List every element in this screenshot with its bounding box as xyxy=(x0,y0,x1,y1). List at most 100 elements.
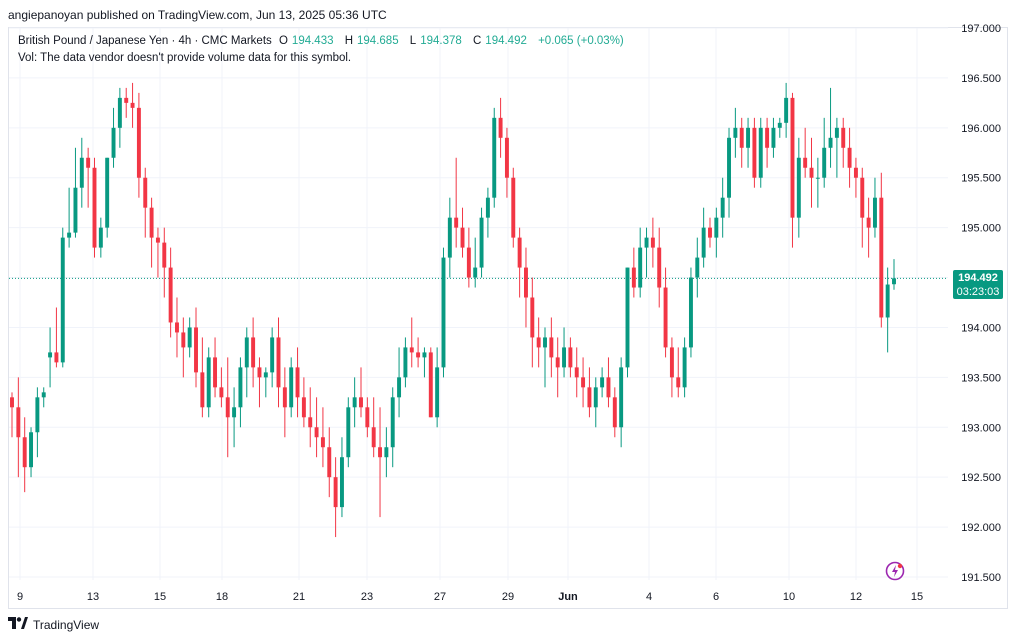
candle-body xyxy=(834,127,839,138)
candle-body xyxy=(73,187,78,233)
candle-body xyxy=(549,337,554,358)
candle xyxy=(568,337,573,378)
candle-body xyxy=(10,397,14,408)
candle-body xyxy=(333,477,338,508)
candle-body xyxy=(720,197,725,218)
open-label: O xyxy=(278,35,288,47)
candle-body xyxy=(765,127,770,148)
y-tick-label: 193.000 xyxy=(961,422,1001,434)
price-axis: 191.500 192.000 192.500 193.000 193.500 194.0… xyxy=(961,23,1001,584)
footer-brand[interactable]: TradingView xyxy=(33,617,100,632)
candle-body xyxy=(466,247,471,278)
x-tick-label: 10 xyxy=(783,591,795,603)
candle-body xyxy=(67,232,72,238)
candle-body xyxy=(631,267,636,288)
candle-body xyxy=(441,257,446,368)
candle xyxy=(333,457,338,538)
candle-body xyxy=(619,367,624,428)
candle-body xyxy=(149,207,154,238)
candle-body xyxy=(796,157,801,218)
candle xyxy=(593,377,598,428)
candle-body xyxy=(727,137,731,198)
candle-body xyxy=(657,247,662,288)
candle xyxy=(384,427,389,478)
candle xyxy=(92,157,97,258)
candle xyxy=(403,337,408,388)
candle-body xyxy=(384,447,389,458)
candle xyxy=(739,117,744,168)
time-axis: 9 13 15 18 21 23 27 29 Jun 4 6 10 12 15 xyxy=(17,591,923,603)
candle-body xyxy=(263,372,268,378)
candle-body xyxy=(35,397,40,433)
symbol-name[interactable]: British Pound / Japanese Yen · 4h · CMC … xyxy=(18,35,272,47)
x-tick-label: 4 xyxy=(646,591,652,603)
close-value: 194.492 xyxy=(485,35,527,47)
candle xyxy=(365,397,370,438)
candle-body xyxy=(454,217,459,228)
candle-body xyxy=(555,357,560,368)
bar-countdown: 03:23:03 xyxy=(956,286,1000,298)
candle xyxy=(105,157,110,238)
candle xyxy=(631,247,636,298)
candle-body xyxy=(784,97,789,123)
candle xyxy=(339,437,344,518)
candle-body xyxy=(22,437,27,468)
candle-body xyxy=(872,197,877,228)
candle-body xyxy=(809,167,814,178)
candle-body xyxy=(695,257,700,278)
candle xyxy=(853,157,858,198)
legend: British Pound / Japanese Yen · 4h · CMC … xyxy=(18,33,628,67)
candle xyxy=(714,207,719,258)
candle xyxy=(352,377,357,428)
y-tick-label: 196.500 xyxy=(961,73,1001,85)
candle-body xyxy=(403,347,408,378)
candle-body xyxy=(327,447,332,478)
candle xyxy=(828,87,833,168)
candle xyxy=(130,82,135,128)
candle xyxy=(504,127,509,198)
candle xyxy=(409,317,414,368)
candle-body xyxy=(669,347,674,378)
candle-body xyxy=(124,97,129,103)
candle-body xyxy=(339,457,344,508)
candle-body xyxy=(777,122,782,128)
candle-body xyxy=(270,337,275,373)
candle xyxy=(638,227,643,298)
candle-body xyxy=(841,127,846,148)
candle xyxy=(784,82,789,138)
lightning-bolt-icon[interactable] xyxy=(885,561,905,581)
candle-body xyxy=(708,227,712,238)
candle xyxy=(200,337,205,418)
x-tick-label: 15 xyxy=(911,591,923,603)
candle-body xyxy=(346,407,351,458)
candle-body xyxy=(48,352,53,358)
candle xyxy=(48,327,53,388)
candle-body xyxy=(130,102,135,108)
candle xyxy=(232,387,237,448)
candle-body xyxy=(860,177,865,218)
candle-body xyxy=(885,284,890,318)
candle xyxy=(73,147,78,238)
candle xyxy=(695,237,700,298)
candle-body xyxy=(359,397,363,408)
candle xyxy=(301,377,306,428)
candle-body xyxy=(581,377,586,388)
candle-body xyxy=(206,357,211,408)
candle xyxy=(67,187,72,248)
candle-body xyxy=(181,332,186,348)
candle xyxy=(244,327,249,398)
candle-body xyxy=(175,322,179,333)
candle xyxy=(562,327,567,378)
candle xyxy=(536,317,541,368)
candle xyxy=(98,217,103,258)
tradingview-logo-icon[interactable] xyxy=(8,617,28,632)
candle xyxy=(327,427,332,498)
candle xyxy=(708,217,712,248)
low-value: 194.378 xyxy=(420,35,462,47)
candle-body xyxy=(41,392,46,398)
candle xyxy=(435,347,440,428)
candle xyxy=(428,347,433,418)
candle xyxy=(619,357,624,448)
candle xyxy=(175,297,179,358)
